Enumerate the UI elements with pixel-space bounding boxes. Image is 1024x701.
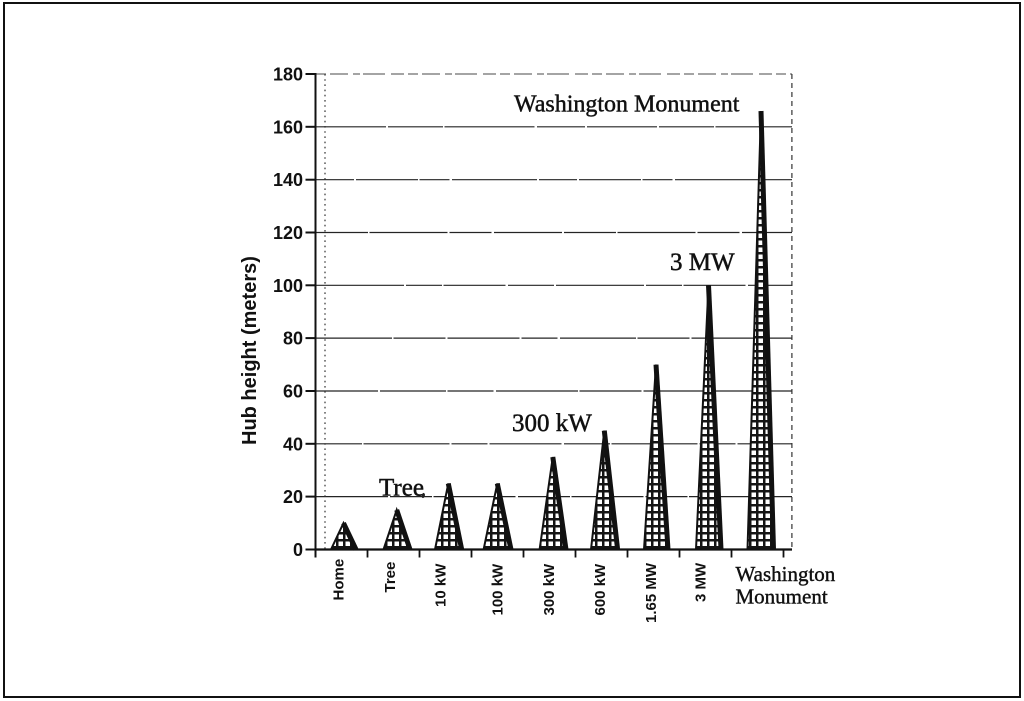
svg-text:Tree: Tree xyxy=(382,562,399,593)
svg-text:300 kW: 300 kW xyxy=(512,410,592,437)
svg-text:3 MW: 3 MW xyxy=(670,249,735,276)
svg-text:Home: Home xyxy=(331,559,348,601)
svg-text:300 kW: 300 kW xyxy=(541,563,558,616)
svg-text:1.65 MW: 1.65 MW xyxy=(643,562,660,623)
svg-text:600 kW: 600 kW xyxy=(592,563,609,616)
svg-text:140: 140 xyxy=(273,170,303,190)
svg-text:180: 180 xyxy=(273,65,303,85)
svg-text:Hub height (meters): Hub height (meters) xyxy=(239,256,261,445)
svg-text:20: 20 xyxy=(283,487,303,507)
svg-text:0: 0 xyxy=(293,540,303,560)
svg-text:100 kW: 100 kW xyxy=(490,563,507,616)
svg-text:100: 100 xyxy=(273,276,303,296)
svg-text:Tree: Tree xyxy=(379,475,424,502)
svg-text:80: 80 xyxy=(283,329,303,349)
svg-text:60: 60 xyxy=(283,382,303,402)
svg-text:120: 120 xyxy=(273,223,303,243)
svg-text:Monument: Monument xyxy=(736,585,828,609)
svg-text:10 kW: 10 kW xyxy=(433,563,450,607)
svg-text:3 MW: 3 MW xyxy=(693,562,710,602)
svg-text:Washington: Washington xyxy=(736,562,836,586)
svg-text:Washington Monument: Washington Monument xyxy=(514,92,740,118)
svg-text:40: 40 xyxy=(283,434,303,454)
svg-text:160: 160 xyxy=(273,117,303,137)
